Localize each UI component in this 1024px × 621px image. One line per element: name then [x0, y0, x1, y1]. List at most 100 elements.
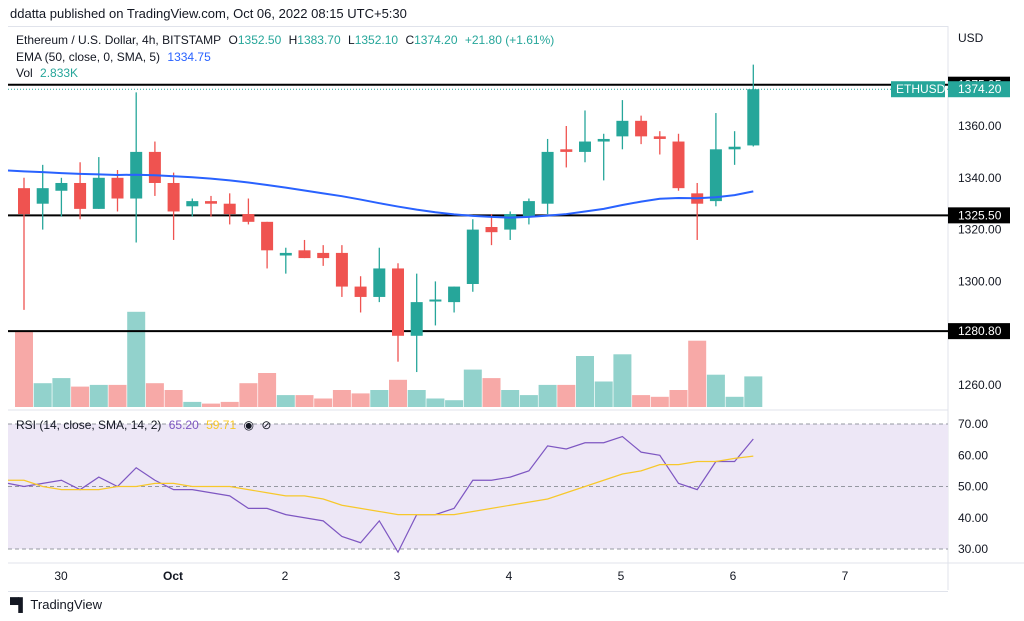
candle-down	[354, 286, 367, 297]
candle-down	[167, 182, 180, 212]
volume-bar	[538, 384, 557, 407]
candle-up	[466, 229, 479, 284]
last-price-label: 1374.20	[958, 82, 1002, 96]
time-axis-label: 2	[282, 569, 289, 583]
candle-down	[317, 252, 330, 259]
volume-bar	[71, 386, 90, 407]
volume-bar	[463, 369, 482, 407]
volume-bar	[89, 384, 108, 407]
volume-bar	[576, 356, 594, 407]
ema-line	[7, 169, 754, 219]
candle-down	[635, 120, 648, 137]
volume-label: Vol	[16, 66, 33, 80]
candle-down	[560, 149, 573, 152]
volume-bar	[220, 401, 239, 407]
volume-bar	[164, 390, 183, 407]
volume-bar	[632, 395, 651, 407]
volume-bar	[706, 374, 725, 407]
candle-down	[223, 203, 236, 215]
time-axis-label: 3	[394, 569, 401, 583]
candle-up	[55, 182, 68, 191]
volume-bar	[33, 383, 52, 407]
candle-down	[148, 151, 161, 183]
rsi-sma-value: 59.71	[206, 418, 237, 432]
volume-bar	[407, 390, 426, 407]
candle-down	[18, 188, 30, 215]
volume-bar	[295, 395, 314, 407]
candle-down	[672, 141, 685, 189]
volume-value: 2.833K	[40, 66, 79, 80]
rsi-tick-label: 60.00	[958, 448, 988, 462]
level-price-tag	[948, 207, 1010, 224]
volume-bar	[239, 383, 258, 407]
candle-up	[429, 299, 442, 302]
rsi-line	[7, 435, 754, 554]
brand-name: TradingView	[30, 597, 102, 612]
volume-bar	[332, 390, 351, 407]
low-label: L	[348, 33, 355, 47]
volume-bar	[202, 403, 220, 407]
time-axis-label: 4	[506, 569, 513, 583]
volume-bar	[744, 376, 763, 407]
price-tick-label: 1300.00	[958, 274, 1002, 288]
volume-bar	[669, 390, 688, 407]
volume-bar	[482, 378, 501, 407]
open-value: 1352.50	[237, 33, 282, 47]
hide-icon[interactable]: ⊘	[261, 418, 272, 432]
volume-bar	[613, 354, 632, 407]
candle-down	[205, 201, 217, 204]
rsi-tick-label: 50.00	[958, 480, 988, 494]
last-price-tag	[948, 81, 1010, 98]
level-price-label: 1280.80	[958, 324, 1002, 338]
change-value: +21.80 (+1.61%)	[464, 33, 555, 47]
close-value: 1374.20	[414, 33, 458, 47]
volume-bar	[426, 398, 445, 407]
volume-bar	[389, 379, 407, 407]
price-tick-label: 1320.00	[958, 223, 1002, 237]
legend-ohlc: Ethereum / U.S. Dollar, 4h, BITSTAMP O13…	[16, 33, 558, 47]
candle-up	[579, 141, 591, 152]
volume-bar	[183, 401, 202, 407]
high-value: 1383.70	[297, 33, 341, 47]
candle-up	[616, 120, 629, 137]
open-label: O	[228, 33, 238, 47]
candle-up	[410, 302, 423, 336]
low-value: 1352.10	[354, 33, 399, 47]
price-tick-label: 1360.00	[958, 119, 1002, 133]
level-price-label: 1325.50	[958, 208, 1002, 222]
eye-icon[interactable]: ◉	[243, 418, 254, 432]
symbol-tag	[891, 81, 945, 98]
legend-rsi: RSI (14, close, SMA, 14, 2) 65.20 59.71 …	[16, 418, 275, 432]
volume-bar	[445, 400, 464, 407]
candle-up	[597, 138, 610, 142]
price-tick-label: 1260.00	[958, 378, 1002, 392]
publish-line: ddatta published on TradingView.com, Oct…	[10, 6, 407, 21]
volume-bar	[519, 395, 538, 407]
candle-up	[709, 149, 722, 202]
volume-bar	[725, 396, 744, 407]
candle-down	[261, 221, 274, 251]
volume-bar	[594, 381, 613, 407]
candle-down	[653, 136, 666, 139]
volume-bar	[501, 390, 520, 407]
volume-bar	[688, 340, 707, 407]
tradingview-logo-icon: ▀▌	[10, 597, 27, 612]
candle-up	[747, 89, 760, 146]
volume-bar	[145, 383, 164, 407]
candle-up	[522, 201, 535, 217]
candle-up	[186, 201, 199, 207]
volume-bar	[650, 396, 669, 407]
volume-bar	[370, 390, 389, 407]
time-axis-label: Oct	[163, 569, 183, 583]
candle-up	[373, 268, 386, 297]
candle-down	[298, 250, 311, 259]
price-tick-label: 1340.00	[958, 171, 1002, 185]
candle-up	[504, 214, 517, 230]
candle-down	[392, 268, 404, 336]
time-axis-label: 6	[730, 569, 737, 583]
candle-up	[92, 177, 105, 209]
time-axis-label: 7	[842, 569, 849, 583]
legend-ema: EMA (50, close, 0, SMA, 5) 1334.75	[16, 50, 215, 64]
time-axis-label: 5	[618, 569, 625, 583]
